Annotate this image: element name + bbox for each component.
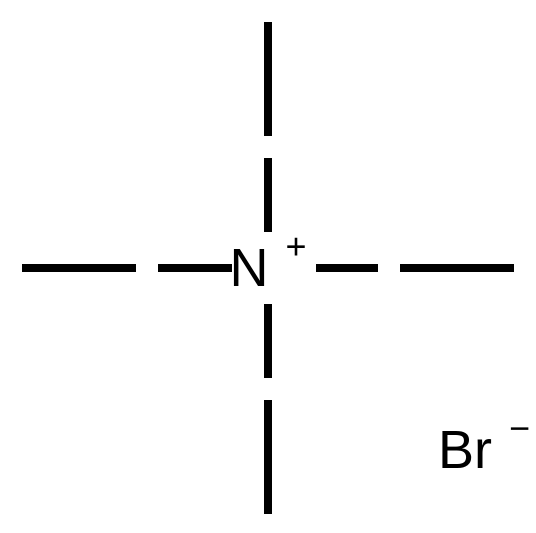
bromide-charge: − (509, 407, 530, 448)
nitrogen-charge: + (285, 225, 306, 266)
nitrogen-atom-label: N + (229, 225, 306, 298)
nitrogen-symbol: N (229, 238, 268, 298)
bromide-symbol: Br (438, 420, 492, 480)
chemical-structure-diagram: N + Br − (0, 0, 536, 533)
bromide-counterion-label: Br − (438, 407, 530, 480)
